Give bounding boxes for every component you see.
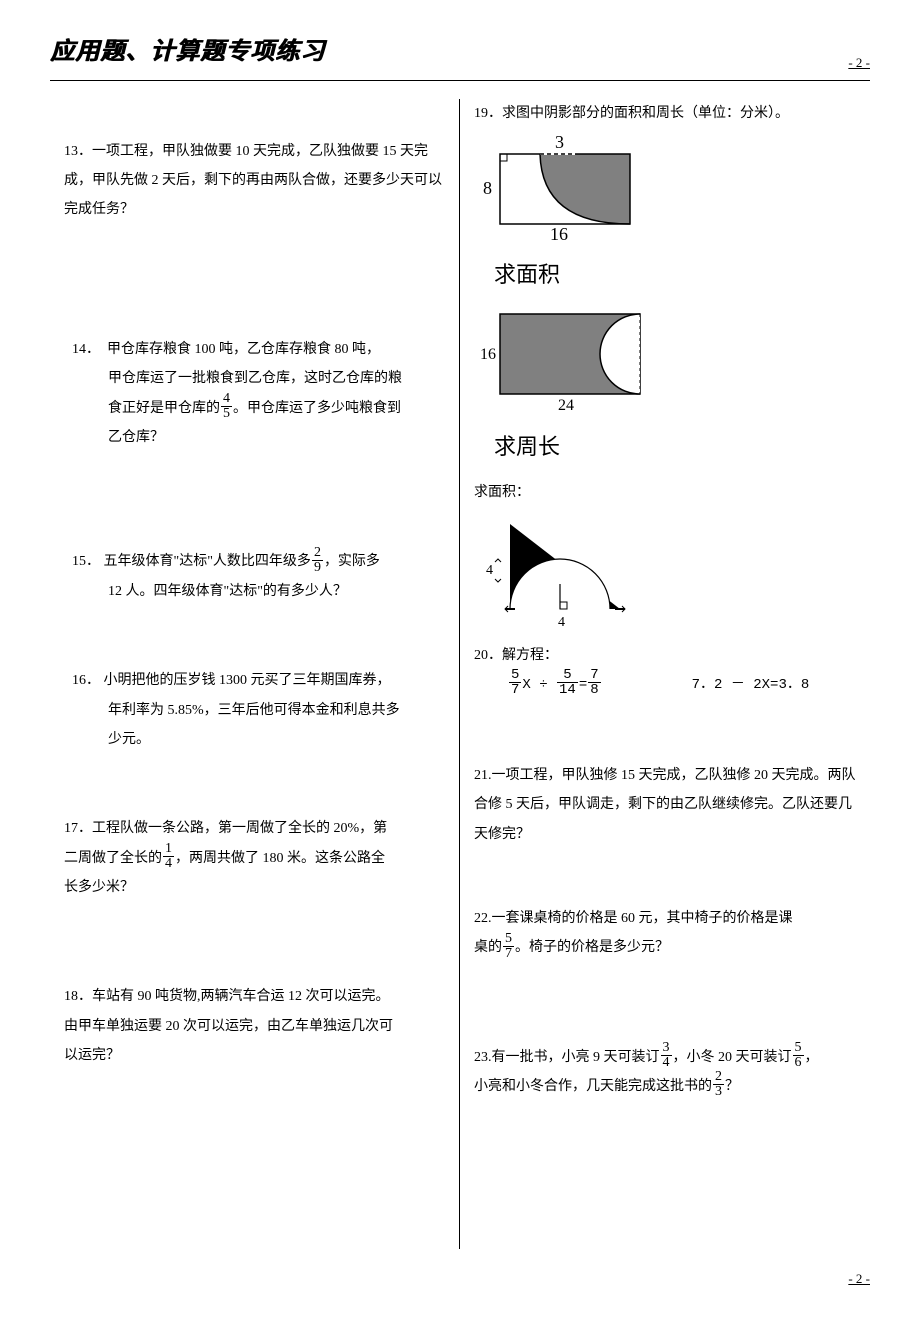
q20-title: 20．解方程： (474, 641, 856, 670)
q17-line3: 长多少米？ (64, 873, 445, 902)
question-23: 23.有一批书，小亮 9 天可装订34，小冬 20 天可装订56， 小亮和小冬合… (474, 1043, 856, 1102)
q19-figure-3: 4 4 (480, 514, 856, 629)
page-footer: - 2 - (50, 1267, 870, 1292)
q15-line2: 12 人。四年级体育"达标"的有多少人？ (72, 577, 445, 606)
q17-line1: 17．工程队做一条公路，第一周做了全长的 20%，第 (64, 814, 445, 843)
q14-line2: 甲仓库运了一批粮食到乙仓库，这时乙仓库的粮 (72, 364, 445, 393)
question-15: 15． 五年级体育"达标"人数比四年级多29，实际多 12 人。四年级体育"达标… (64, 547, 445, 606)
q19-fig2-caption: 求周长 (494, 424, 856, 470)
fraction-3-4: 34 (661, 1041, 672, 1070)
header-title: 应用题、计算题专项练习 (50, 30, 325, 76)
q16-line1: 16． 小明把他的压岁钱 1300 元买了三年期国库券， (72, 666, 445, 695)
svg-text:16: 16 (480, 346, 496, 363)
svg-text:8: 8 (483, 178, 492, 198)
q13-text: 13．一项工程，甲队独做要 10 天完成，乙队独做要 15 天完成，甲队先做 2… (64, 144, 442, 218)
q19-figure-2: 16 24 (480, 304, 856, 414)
fraction-5-6: 56 (793, 1041, 804, 1070)
question-20: 20．解方程： 57X ÷ 514=78 7．2 － 2X=3．8 (474, 641, 856, 701)
q23-line1: 23.有一批书，小亮 9 天可装订34，小冬 20 天可装订56， (474, 1043, 856, 1072)
q18-line1: 18．车站有 90 吨货物,两辆汽车合运 12 次可以运完。 (64, 982, 445, 1011)
fraction-4-5: 45 (221, 392, 232, 421)
q16-line3: 少元。 (72, 725, 445, 754)
question-13: 13．一项工程，甲队独做要 10 天完成，乙队独做要 15 天完成，甲队先做 2… (64, 137, 445, 225)
q20-equations: 57X ÷ 514=78 7．2 － 2X=3．8 (474, 670, 856, 701)
question-21: 21.一项工程，甲队独修 15 天完成，乙队独修 20 天完成。两队合修 5 天… (474, 761, 856, 849)
q14-line4: 乙仓库？ (72, 423, 445, 452)
q20-eq1: 57X ÷ 514=78 (508, 670, 602, 701)
q17-line2: 二周做了全长的14，两周共做了 180 米。这条公路全 (64, 844, 445, 873)
question-18: 18．车站有 90 吨货物,两辆汽车合运 12 次可以运完。 由甲车单独运要 2… (64, 982, 445, 1070)
page-number-top: - 2 - (848, 51, 870, 76)
page-header: 应用题、计算题专项练习 - 2 - (50, 30, 870, 81)
svg-text:16: 16 (550, 224, 568, 242)
fraction-2-9: 29 (312, 546, 323, 575)
perimeter-diagram: 16 24 (480, 304, 660, 414)
svg-text:3: 3 (555, 134, 564, 152)
question-14: 14． 甲仓库存粮食 100 吨，乙仓库存粮食 80 吨， 甲仓库运了一批粮食到… (64, 335, 445, 453)
q20-eq2: 7．2 － 2X=3．8 (692, 671, 810, 700)
fraction-1-4: 14 (163, 842, 174, 871)
q19-title: 19．求图中阴影部分的面积和周长（单位：分米）。 (474, 99, 856, 128)
q19-fig3-sub: 求面积： (474, 478, 856, 507)
svg-text:4: 4 (486, 563, 493, 578)
q22-line2: 桌的57。椅子的价格是多少元？ (474, 933, 856, 962)
q14-line1: 14． 甲仓库存粮食 100 吨，乙仓库存粮食 80 吨， (72, 335, 445, 364)
question-22: 22.一套课桌椅的价格是 60 元，其中椅子的价格是课 桌的57。椅子的价格是多… (474, 904, 856, 963)
q15-line1: 15． 五年级体育"达标"人数比四年级多29，实际多 (72, 547, 445, 576)
fraction-2-3: 23 (713, 1070, 724, 1099)
two-column-layout: 13．一项工程，甲队独做要 10 天完成，乙队独做要 15 天完成，甲队先做 2… (50, 99, 870, 1249)
svg-text:4: 4 (558, 615, 565, 629)
question-16: 16． 小明把他的压岁钱 1300 元买了三年期国库券， 年利率为 5.85%，… (64, 666, 445, 754)
svg-text:24: 24 (558, 397, 574, 414)
q18-line2: 由甲车单独运要 20 次可以运完，由乙车单独运几次可 (64, 1012, 445, 1041)
q14-line3: 食正好是甲仓库的45。甲仓库运了多少吨粮食到 (72, 394, 445, 423)
q16-line2: 年利率为 5.85%，三年后他可得本金和利息共多 (72, 696, 445, 725)
q22-line1: 22.一套课桌椅的价格是 60 元，其中椅子的价格是课 (474, 904, 856, 933)
area-diagram-1: 3 8 16 (480, 134, 640, 242)
fraction-5-7: 57 (503, 932, 514, 961)
q19-fig1-caption: 求面积 (494, 252, 856, 298)
q21-text: 21.一项工程，甲队独修 15 天完成，乙队独修 20 天完成。两队合修 5 天… (474, 768, 856, 842)
q23-line2: 小亮和小冬合作，几天能完成这批书的23？ (474, 1072, 856, 1101)
q18-line3: 以运完？ (64, 1041, 445, 1070)
right-column: 19．求图中阴影部分的面积和周长（单位：分米）。 3 8 16 求面积 (460, 99, 870, 1249)
question-19: 19．求图中阴影部分的面积和周长（单位：分米）。 3 8 16 求面积 (474, 99, 856, 629)
question-17: 17．工程队做一条公路，第一周做了全长的 20%，第 二周做了全长的14，两周共… (64, 814, 445, 902)
area-diagram-3: 4 4 (480, 514, 640, 629)
q19-figure-1: 3 8 16 (480, 134, 856, 242)
left-column: 13．一项工程，甲队独做要 10 天完成，乙队独做要 15 天完成，甲队先做 2… (50, 99, 460, 1249)
